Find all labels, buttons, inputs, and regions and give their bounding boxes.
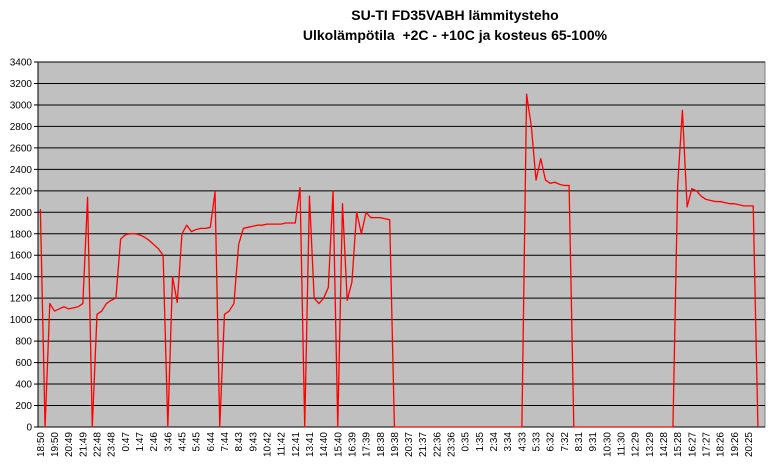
x-tick-label: 8:31: [574, 432, 585, 452]
x-tick-label: 7:32: [560, 432, 571, 452]
x-tick-label: 17:27: [701, 432, 712, 457]
y-tick-label: 1800: [10, 229, 33, 240]
x-tick-label: 21:37: [418, 432, 429, 457]
x-tick-label: 0:47: [121, 432, 132, 452]
y-tick-label: 2200: [10, 186, 33, 197]
x-tick-label: 5:33: [532, 432, 543, 452]
y-tick-label: 1000: [10, 315, 33, 326]
y-tick-label: 1400: [10, 272, 33, 283]
y-tick-label: 1200: [10, 294, 33, 305]
x-tick-label: 9:43: [248, 432, 259, 452]
x-tick-label: 11:42: [277, 432, 288, 457]
x-tick-label: 13:29: [645, 432, 656, 457]
x-tick-label: 17:39: [362, 432, 373, 457]
y-tick-label: 200: [15, 401, 32, 412]
x-tick-label: 22:36: [432, 432, 443, 457]
chart-subtitle: Ulkolämpötila +2C - +10C ja kosteus 65-1…: [303, 27, 608, 43]
x-tick-label: 10:30: [602, 432, 613, 457]
x-tick-label: 3:34: [503, 432, 514, 452]
y-tick-label: 3400: [10, 58, 33, 69]
x-tick-label: 15:40: [333, 432, 344, 457]
y-tick-label: 2400: [10, 165, 33, 176]
y-tick-label: 400: [15, 380, 32, 391]
x-tick-label: 23:48: [107, 432, 118, 457]
x-tick-label: 14:40: [319, 432, 330, 457]
x-tick-label: 2:46: [149, 432, 160, 452]
x-tick-label: 6:44: [206, 432, 217, 452]
x-tick-label: 15:28: [673, 432, 684, 457]
x-tick-label: 12:29: [631, 432, 642, 457]
y-tick-label: 1600: [10, 251, 33, 262]
y-tick-label: 3000: [10, 100, 33, 111]
x-tick-label: 19:50: [50, 432, 61, 457]
y-tick-label: 600: [15, 358, 32, 369]
y-tick-label: 2800: [10, 122, 33, 133]
x-tick-label: 19:38: [390, 432, 401, 457]
x-tick-label: 14:28: [659, 432, 670, 457]
plot-area: [37, 61, 766, 428]
x-tick-label: 1:35: [475, 432, 486, 452]
x-tick-label: 4:45: [177, 432, 188, 452]
x-tick-label: 16:27: [687, 432, 698, 457]
x-tick-label: 20:49: [64, 432, 75, 457]
x-tick-label: 0:35: [461, 432, 472, 452]
y-tick-label: 2000: [10, 208, 33, 219]
x-tick-label: 1:47: [135, 432, 146, 452]
x-tick-label: 8:43: [234, 432, 245, 452]
x-tick-label: 23:36: [447, 432, 458, 457]
x-tick-label: 4:33: [517, 432, 528, 452]
x-tick-label: 22:48: [93, 432, 104, 457]
x-tick-label: 10:42: [262, 432, 273, 457]
x-tick-label: 11:30: [617, 432, 628, 457]
x-tick-label: 20:37: [404, 432, 415, 457]
x-tick-label: 2:34: [489, 432, 500, 452]
x-tick-label: 5:45: [192, 432, 203, 452]
x-tick-label: 19:26: [730, 432, 741, 457]
y-tick-label: 2600: [10, 143, 33, 154]
x-tick-label: 12:41: [291, 432, 302, 457]
x-tick-label: 21:49: [78, 432, 89, 457]
x-tick-label: 6:32: [546, 432, 557, 452]
x-tick-label: 18:38: [376, 432, 387, 457]
x-tick-label: 13:41: [305, 432, 316, 457]
x-tick-label: 18:50: [36, 432, 47, 457]
x-tick-label: 20:25: [744, 432, 755, 457]
y-tick-label: 800: [15, 337, 32, 348]
x-tick-label: 3:46: [163, 432, 174, 452]
x-tick-label: 16:39: [347, 432, 358, 457]
chart-title: SU-TI FD35VABH lämmitysteho: [351, 7, 558, 23]
y-tick-label: 0: [26, 423, 32, 434]
x-tick-label: 18:26: [716, 432, 727, 457]
x-tick-label: 9:31: [588, 432, 599, 452]
x-tick-label: 7:44: [220, 432, 231, 452]
data-line: [39, 93, 759, 428]
y-tick-label: 3200: [10, 79, 33, 90]
